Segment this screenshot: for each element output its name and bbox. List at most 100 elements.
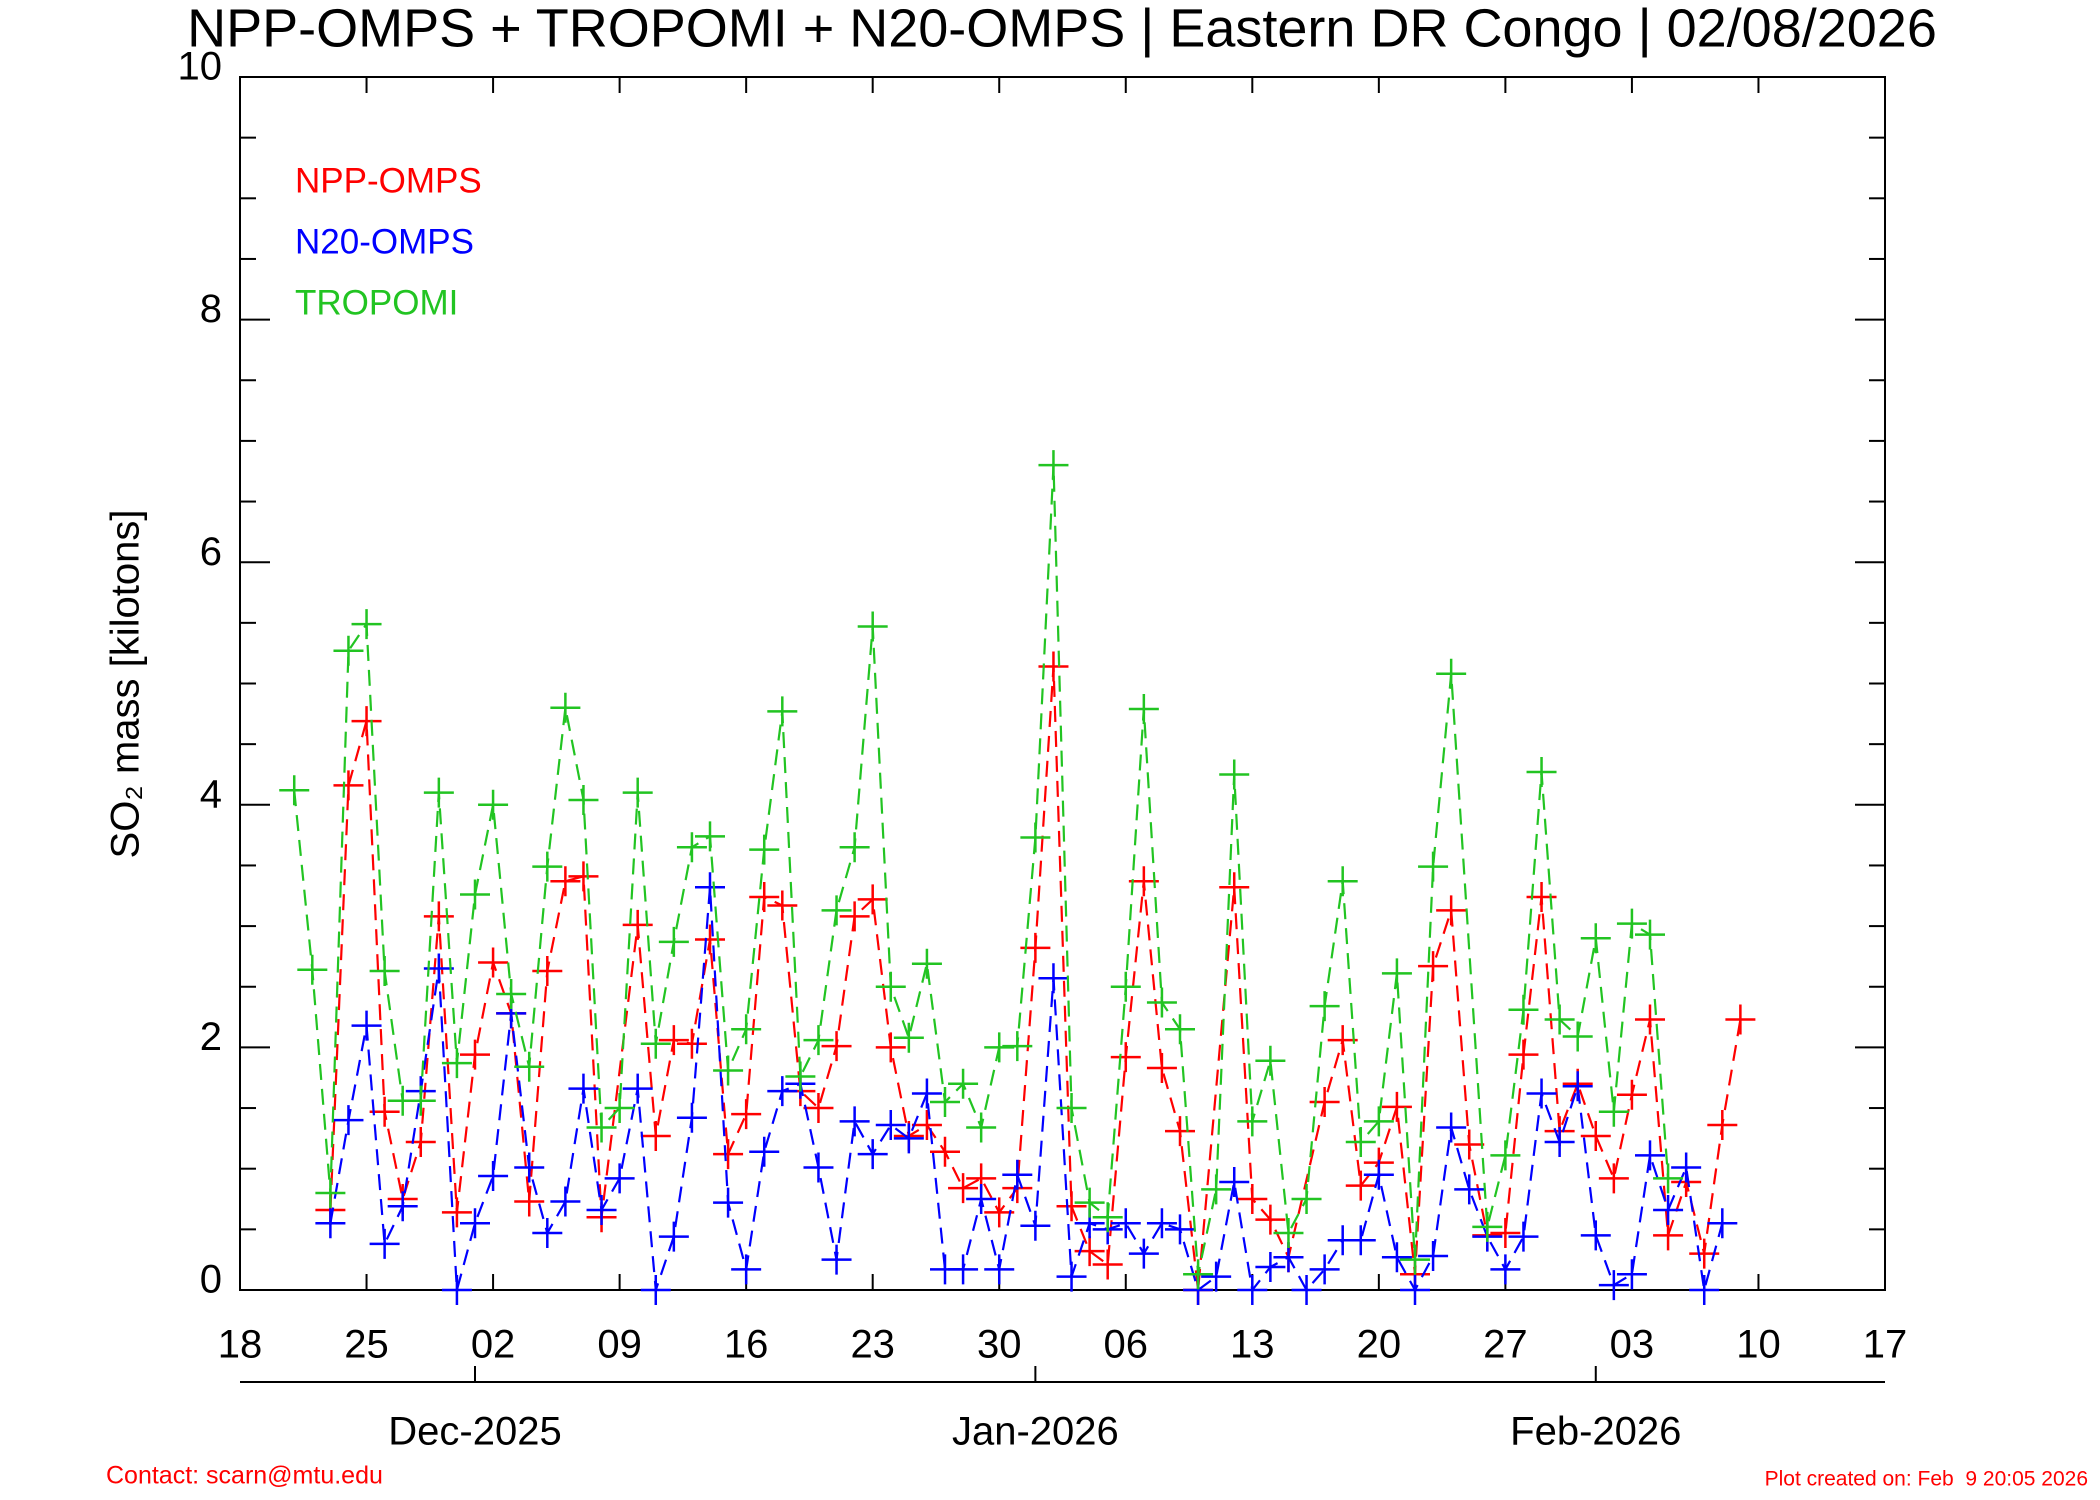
x-tick-label: 23 <box>850 1323 895 1367</box>
data-point <box>315 1177 346 1208</box>
data-point <box>1671 1152 1702 1183</box>
data-point <box>767 1076 798 1107</box>
data-point <box>1490 1254 1521 1285</box>
data-point <box>1237 1106 1268 1137</box>
data-point <box>839 1106 870 1137</box>
data-point <box>640 1275 671 1305</box>
data-point <box>460 1039 490 1070</box>
data-point <box>1273 1217 1304 1248</box>
series-line <box>329 887 1724 1293</box>
data-point <box>839 901 870 932</box>
legend-entry: TROPOMI <box>295 283 458 322</box>
data-point <box>586 1194 617 1225</box>
data-point <box>749 881 780 912</box>
data-point <box>1508 994 1539 1025</box>
contact: Contact: scarn@mtu.edu <box>106 1462 383 1490</box>
data-point <box>441 1048 472 1079</box>
data-point <box>1598 1270 1629 1301</box>
data-point <box>568 784 599 815</box>
data-point <box>1002 1031 1033 1062</box>
data-point <box>1436 1112 1467 1143</box>
data-point <box>731 1014 762 1045</box>
data-point <box>695 821 725 852</box>
data-point <box>1363 1159 1394 1190</box>
data-point <box>749 1136 780 1167</box>
data-point <box>695 924 725 955</box>
data-point <box>966 1112 997 1143</box>
data-point <box>1110 1042 1141 1073</box>
data-point <box>405 1127 436 1158</box>
data-point <box>1146 1208 1177 1239</box>
data-point <box>1128 693 1159 724</box>
x-tick-label: 06 <box>1104 1323 1149 1367</box>
data-point <box>1616 1079 1647 1110</box>
data-point <box>1291 1275 1322 1305</box>
data-point <box>984 1254 1015 1285</box>
data-point <box>658 1025 689 1056</box>
data-point <box>1562 1071 1593 1102</box>
data-point <box>1219 1167 1250 1198</box>
data-point <box>676 832 707 863</box>
data-point <box>1237 1275 1268 1305</box>
data-point <box>948 1254 979 1285</box>
data-point <box>1725 1004 1756 1035</box>
y-tick-label: 6 <box>200 530 222 574</box>
x-tick-label: 10 <box>1736 1323 1781 1367</box>
month-label: Feb-2026 <box>1510 1410 1681 1454</box>
data-point <box>803 1093 834 1124</box>
data-point <box>496 979 527 1010</box>
data-point <box>514 1051 545 1082</box>
data-point <box>297 954 328 985</box>
data-point <box>532 851 563 882</box>
data-point <box>478 1160 509 1191</box>
data-point <box>1092 1249 1123 1280</box>
data-point <box>658 1221 689 1252</box>
data-point <box>1616 1259 1647 1290</box>
data-point <box>1056 1261 1087 1292</box>
x-tick-label: 03 <box>1610 1323 1655 1367</box>
data-point <box>1418 951 1449 982</box>
data-point <box>1183 1259 1214 1290</box>
data-point <box>1707 1208 1738 1239</box>
data-point <box>875 1110 906 1141</box>
data-point <box>1255 1251 1286 1282</box>
x-tick-label: 17 <box>1863 1323 1908 1367</box>
data-point <box>911 1110 942 1141</box>
y-tick-label: 2 <box>200 1015 222 1059</box>
data-point <box>930 1086 960 1117</box>
data-point <box>1508 1039 1539 1070</box>
data-point <box>1345 1127 1376 1158</box>
y-axis-label: SO₂ mass [kilotons] <box>104 510 148 859</box>
data-point <box>1418 851 1449 882</box>
data-point <box>550 1186 581 1217</box>
data-point <box>1616 908 1647 939</box>
data-point <box>460 1208 490 1239</box>
data-point <box>731 1099 762 1130</box>
data-point <box>351 706 382 737</box>
data-point <box>1345 1170 1376 1201</box>
data-point <box>676 1028 707 1059</box>
data-point <box>460 879 490 910</box>
data-point <box>1400 1275 1430 1305</box>
y-tick-label: 4 <box>200 772 222 816</box>
data-point <box>1598 1163 1629 1194</box>
data-point <box>713 1055 744 1086</box>
month-label: Jan-2026 <box>952 1410 1119 1454</box>
data-point <box>514 1152 545 1183</box>
data-point <box>1454 1129 1485 1160</box>
data-point <box>1418 1241 1449 1272</box>
data-point <box>423 777 454 808</box>
data-point <box>1074 1187 1105 1218</box>
data-point <box>1309 1086 1340 1117</box>
legend-entry: N20-OMPS <box>295 222 474 261</box>
data-point <box>875 971 906 1002</box>
data-point <box>713 1139 744 1170</box>
data-point <box>893 1022 924 1053</box>
data-point <box>1128 1238 1159 1269</box>
data-point <box>1653 1163 1684 1194</box>
data-point <box>857 884 888 915</box>
data-point <box>767 890 798 921</box>
x-tick-label: 02 <box>471 1323 516 1367</box>
x-tick-label: 20 <box>1357 1323 1402 1367</box>
data-point <box>1381 1091 1412 1122</box>
